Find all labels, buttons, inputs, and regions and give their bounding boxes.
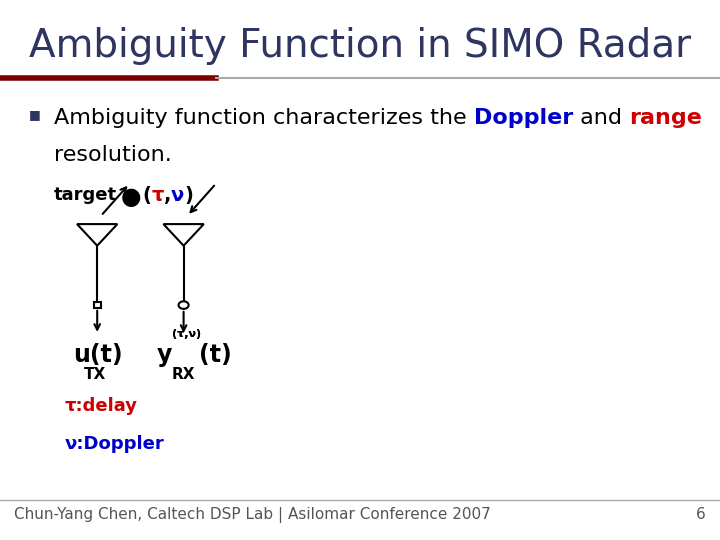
Text: and: and bbox=[573, 108, 629, 128]
Text: (: ( bbox=[143, 186, 151, 205]
Text: RX: RX bbox=[172, 367, 196, 382]
Text: TX: TX bbox=[84, 367, 107, 382]
Text: Chun-Yang Chen, Caltech DSP Lab | Asilomar Conference 2007: Chun-Yang Chen, Caltech DSP Lab | Asilom… bbox=[14, 507, 491, 523]
Text: τ:delay: τ:delay bbox=[65, 397, 138, 415]
Text: ,: , bbox=[163, 186, 171, 205]
Text: Ambiguity Function in SIMO Radar: Ambiguity Function in SIMO Radar bbox=[29, 27, 691, 65]
Text: ): ) bbox=[184, 186, 193, 205]
Text: (τ,ν): (τ,ν) bbox=[171, 329, 201, 340]
Text: resolution.: resolution. bbox=[54, 145, 172, 165]
Text: range: range bbox=[629, 108, 702, 128]
Text: τ: τ bbox=[151, 186, 163, 205]
Text: y: y bbox=[156, 343, 171, 367]
Text: target: target bbox=[54, 186, 117, 204]
Text: ν:Doppler: ν:Doppler bbox=[65, 435, 165, 453]
Text: ν: ν bbox=[171, 186, 184, 205]
Text: Doppler: Doppler bbox=[474, 108, 573, 128]
Text: ●: ● bbox=[121, 185, 141, 208]
Text: u(t): u(t) bbox=[73, 343, 123, 367]
Text: 6: 6 bbox=[696, 507, 706, 522]
Text: Ambiguity function characterizes the: Ambiguity function characterizes the bbox=[54, 108, 474, 128]
Text: (τ,ν): (τ,ν) bbox=[171, 329, 201, 340]
Text: (t): (t) bbox=[199, 343, 231, 367]
Text: ■: ■ bbox=[29, 108, 40, 121]
Bar bbox=[94, 302, 101, 308]
